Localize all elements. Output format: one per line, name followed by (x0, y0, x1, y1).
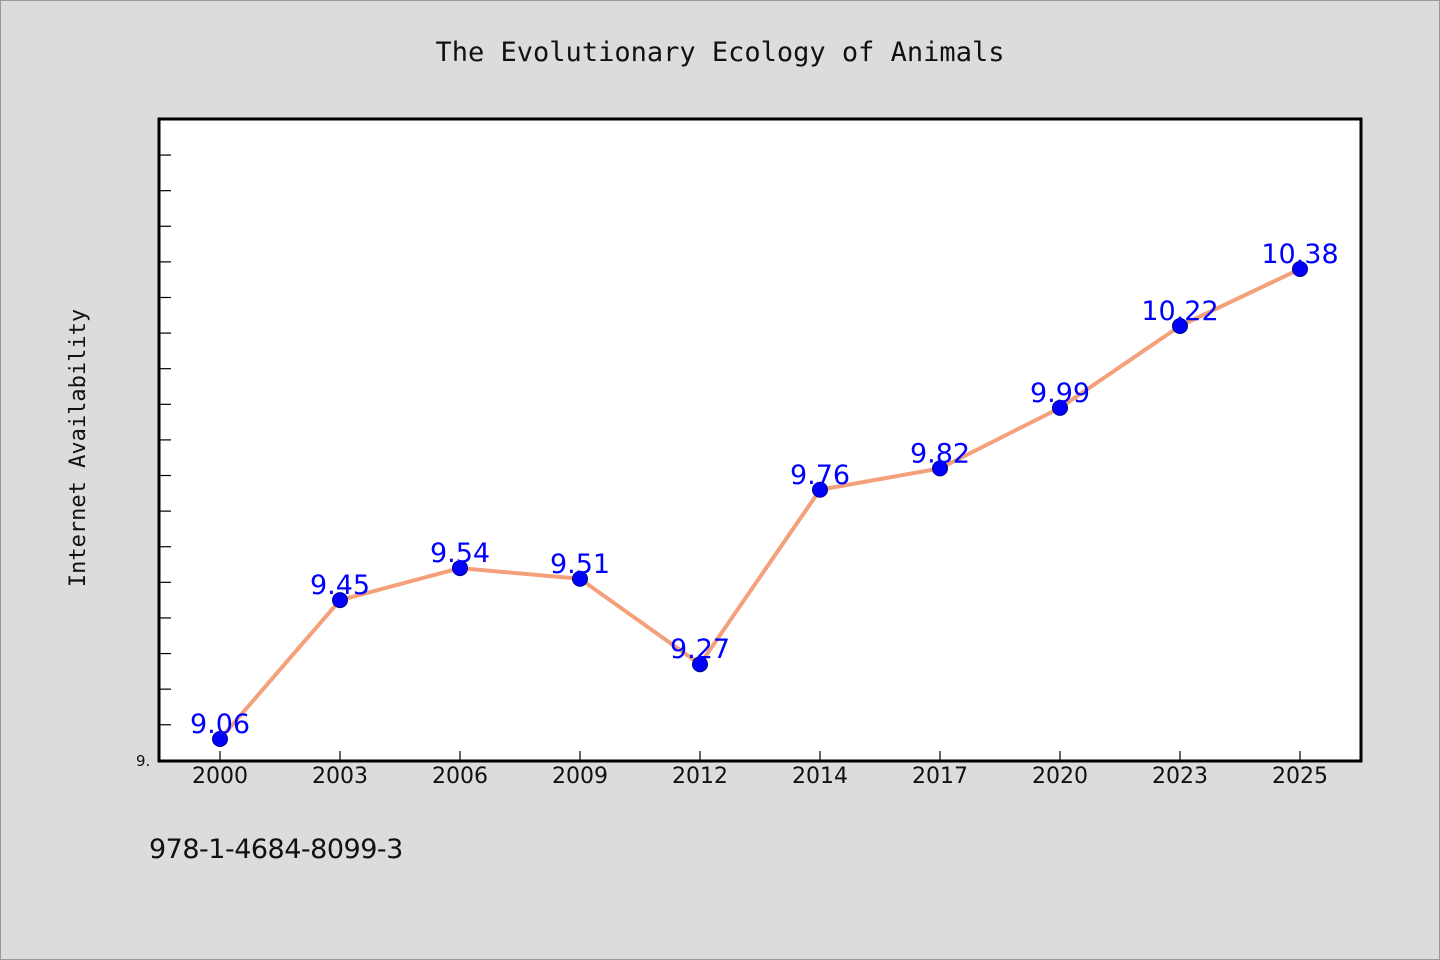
data-point (332, 592, 348, 609)
series-layer: 9.06 9.45 9.54 9.51 9.27 9.76 9.82 9.99 10.22 10.… (190, 239, 1339, 747)
data-point (572, 570, 588, 587)
data-label: 9.06 (190, 709, 250, 740)
x-axis-ticks: 2000 2003 2006 2009 2012 2014 2017 2020 2023 2025 (192, 751, 1328, 789)
data-point (452, 560, 468, 577)
plot-area (157, 117, 1363, 763)
data-point (1292, 261, 1308, 277)
data-point (1052, 399, 1068, 416)
x-tick-label: 2012 (672, 764, 728, 789)
data-point (1172, 317, 1188, 334)
data-point (932, 460, 948, 477)
x-tick-label: 2017 (912, 764, 968, 789)
x-tick-label: 2014 (792, 764, 848, 789)
y-tick-label: 9. (136, 752, 150, 770)
x-tick-label: 2020 (1032, 764, 1088, 789)
x-tick-label: 2023 (1152, 764, 1208, 789)
data-label: 9.51 (550, 549, 610, 580)
series-line (218, 267, 1301, 741)
data-label: 10.38 (1261, 239, 1338, 270)
data-label: 9.45 (310, 570, 370, 601)
data-point (812, 481, 828, 498)
x-tick-label: 2009 (552, 764, 608, 789)
data-label: 9.82 (910, 438, 970, 469)
y-axis-label: Internet Availability (66, 309, 91, 587)
data-label: 10.22 (1141, 296, 1218, 327)
x-tick-label: 2003 (312, 764, 368, 789)
x-tick-label: 2006 (432, 764, 488, 789)
data-label: 9.99 (1030, 378, 1090, 409)
isbn-text: 978-1-4684-8099-3 (149, 834, 403, 865)
chart-title: The Evolutionary Ecology of Animals (436, 37, 1005, 68)
data-label: 9.54 (430, 538, 490, 569)
data-label: 9.27 (670, 634, 730, 665)
data-label: 9.76 (790, 460, 850, 491)
x-tick-label: 2025 (1272, 764, 1328, 789)
x-tick-label: 2000 (192, 764, 248, 789)
data-point (212, 731, 228, 747)
y-axis-ticks (159, 154, 171, 726)
data-point (692, 656, 708, 673)
